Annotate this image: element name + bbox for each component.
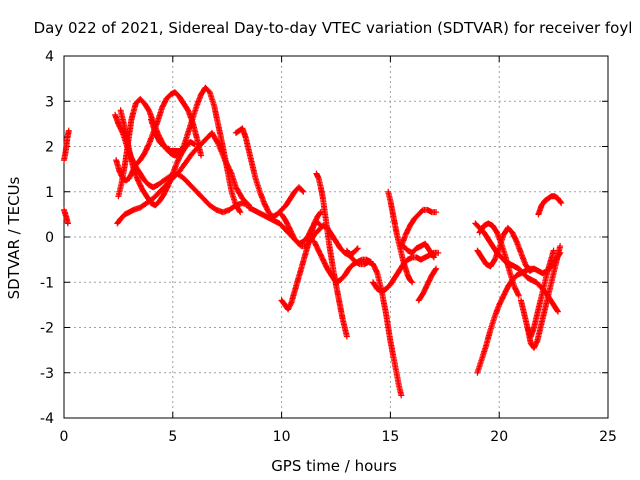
data-marker-track bbox=[343, 247, 405, 399]
axis-ticks: 0 5 10 15 20 25 -4 -3 -2 -1 0 1 2 3 4 bbox=[40, 49, 617, 445]
data-marker-track bbox=[117, 107, 198, 209]
data-marker-track bbox=[61, 206, 71, 227]
x-tick-label: 0 bbox=[60, 429, 69, 445]
series-pass-07 bbox=[117, 107, 198, 209]
data-marker-track bbox=[148, 116, 183, 155]
data-marker-track bbox=[518, 247, 557, 340]
y-tick-label: 2 bbox=[45, 140, 54, 156]
x-axis-label: GPS time / hours bbox=[271, 457, 397, 475]
series-pass-24 bbox=[476, 220, 522, 299]
y-tick-label: 1 bbox=[45, 185, 54, 201]
data-marker-track bbox=[385, 188, 416, 286]
series-pass-02 bbox=[61, 206, 71, 227]
series-pass-09 bbox=[232, 125, 307, 220]
data-marker-track bbox=[246, 204, 361, 259]
series-pass-17 bbox=[385, 188, 416, 286]
series-pass-01 bbox=[61, 127, 72, 164]
series-pass-15 bbox=[343, 247, 405, 399]
y-tick-label: 3 bbox=[45, 94, 54, 110]
data-points bbox=[61, 84, 565, 399]
y-tick-label: -1 bbox=[40, 275, 54, 291]
data-marker-track bbox=[232, 125, 307, 220]
y-axis-label: SDTVAR / TECUs bbox=[5, 176, 23, 299]
data-marker-track bbox=[415, 265, 440, 304]
series-pass-12 bbox=[278, 209, 324, 313]
x-tick-label: 20 bbox=[490, 429, 508, 445]
series-pass-20 bbox=[415, 265, 440, 304]
data-marker-track bbox=[400, 240, 437, 261]
y-tick-label: 0 bbox=[45, 230, 54, 246]
x-tick-label: 25 bbox=[599, 429, 617, 445]
series-pass-19 bbox=[400, 240, 437, 261]
series-pass-08 bbox=[148, 116, 183, 155]
data-marker-track bbox=[278, 209, 324, 313]
series-pass-10 bbox=[246, 204, 361, 259]
y-tick-label: -2 bbox=[40, 321, 54, 337]
x-tick-label: 15 bbox=[381, 429, 399, 445]
y-tick-label: -3 bbox=[40, 366, 54, 382]
data-marker-track bbox=[398, 206, 440, 250]
x-tick-label: 10 bbox=[273, 429, 291, 445]
x-tick-label: 5 bbox=[168, 429, 177, 445]
series-pass-27 bbox=[535, 193, 565, 218]
data-marker-track bbox=[61, 127, 72, 164]
data-marker-track bbox=[476, 220, 522, 299]
data-marker-track bbox=[535, 193, 565, 218]
series-pass-26 bbox=[518, 247, 557, 340]
y-tick-label: 4 bbox=[45, 49, 54, 65]
series-pass-18 bbox=[398, 206, 440, 250]
y-tick-label: -4 bbox=[40, 411, 54, 427]
chart-title: Day 022 of 2021, Sidereal Day-to-day VTE… bbox=[34, 19, 633, 37]
